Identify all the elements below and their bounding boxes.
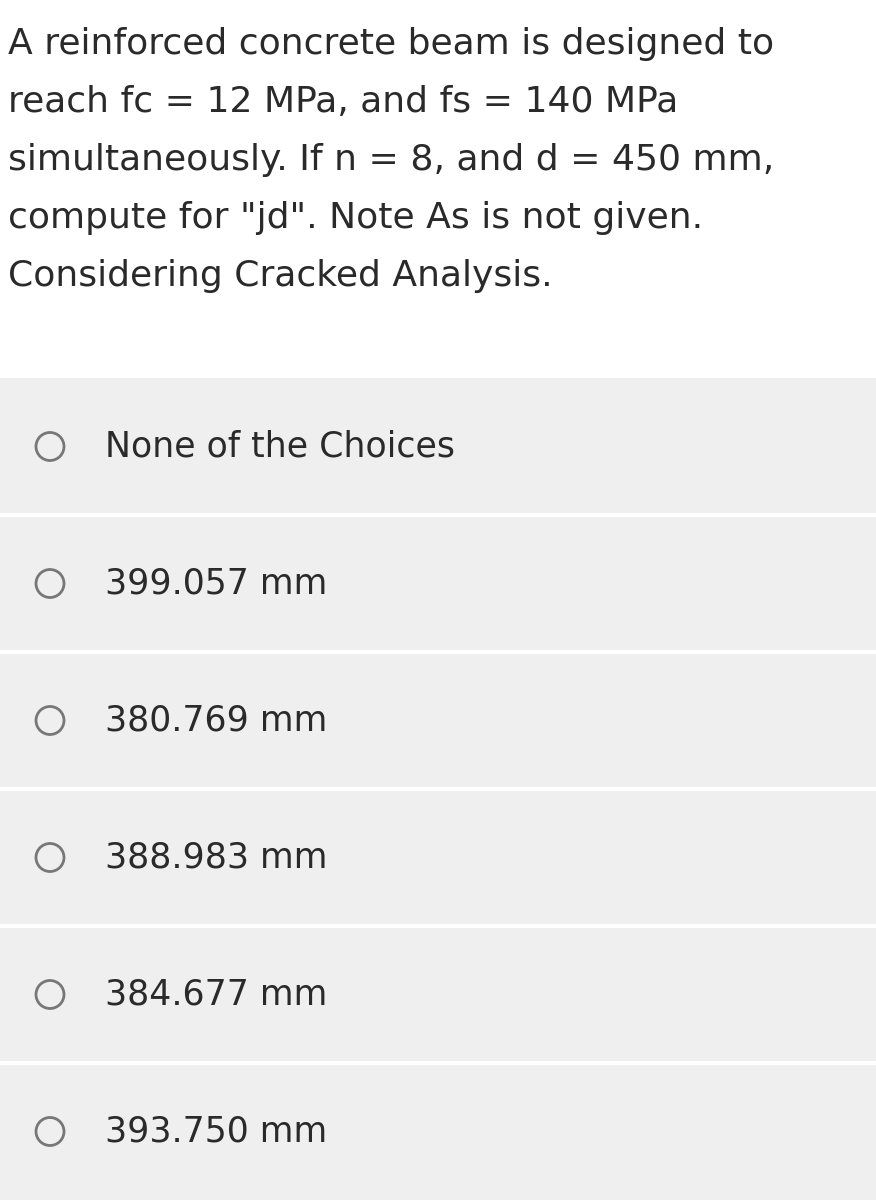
Text: compute for "jd". Note As is not given.: compute for "jd". Note As is not given. [8,200,703,235]
Text: Considering Cracked Analysis.: Considering Cracked Analysis. [8,259,553,293]
Text: None of the Choices: None of the Choices [105,430,455,463]
Text: simultaneously. If n = 8, and d = 450 mm,: simultaneously. If n = 8, and d = 450 mm… [8,143,774,176]
Text: 399.057 mm: 399.057 mm [105,566,328,600]
Text: reach fc = 12 MPa, and fs = 140 MPa: reach fc = 12 MPa, and fs = 140 MPa [8,85,678,119]
Text: A reinforced concrete beam is designed to: A reinforced concrete beam is designed t… [8,26,774,61]
Text: 388.983 mm: 388.983 mm [105,840,328,875]
Text: 384.677 mm: 384.677 mm [105,978,328,1012]
Text: 380.769 mm: 380.769 mm [105,703,328,738]
Bar [0,378,876,1200]
Text: 393.750 mm: 393.750 mm [105,1115,328,1148]
